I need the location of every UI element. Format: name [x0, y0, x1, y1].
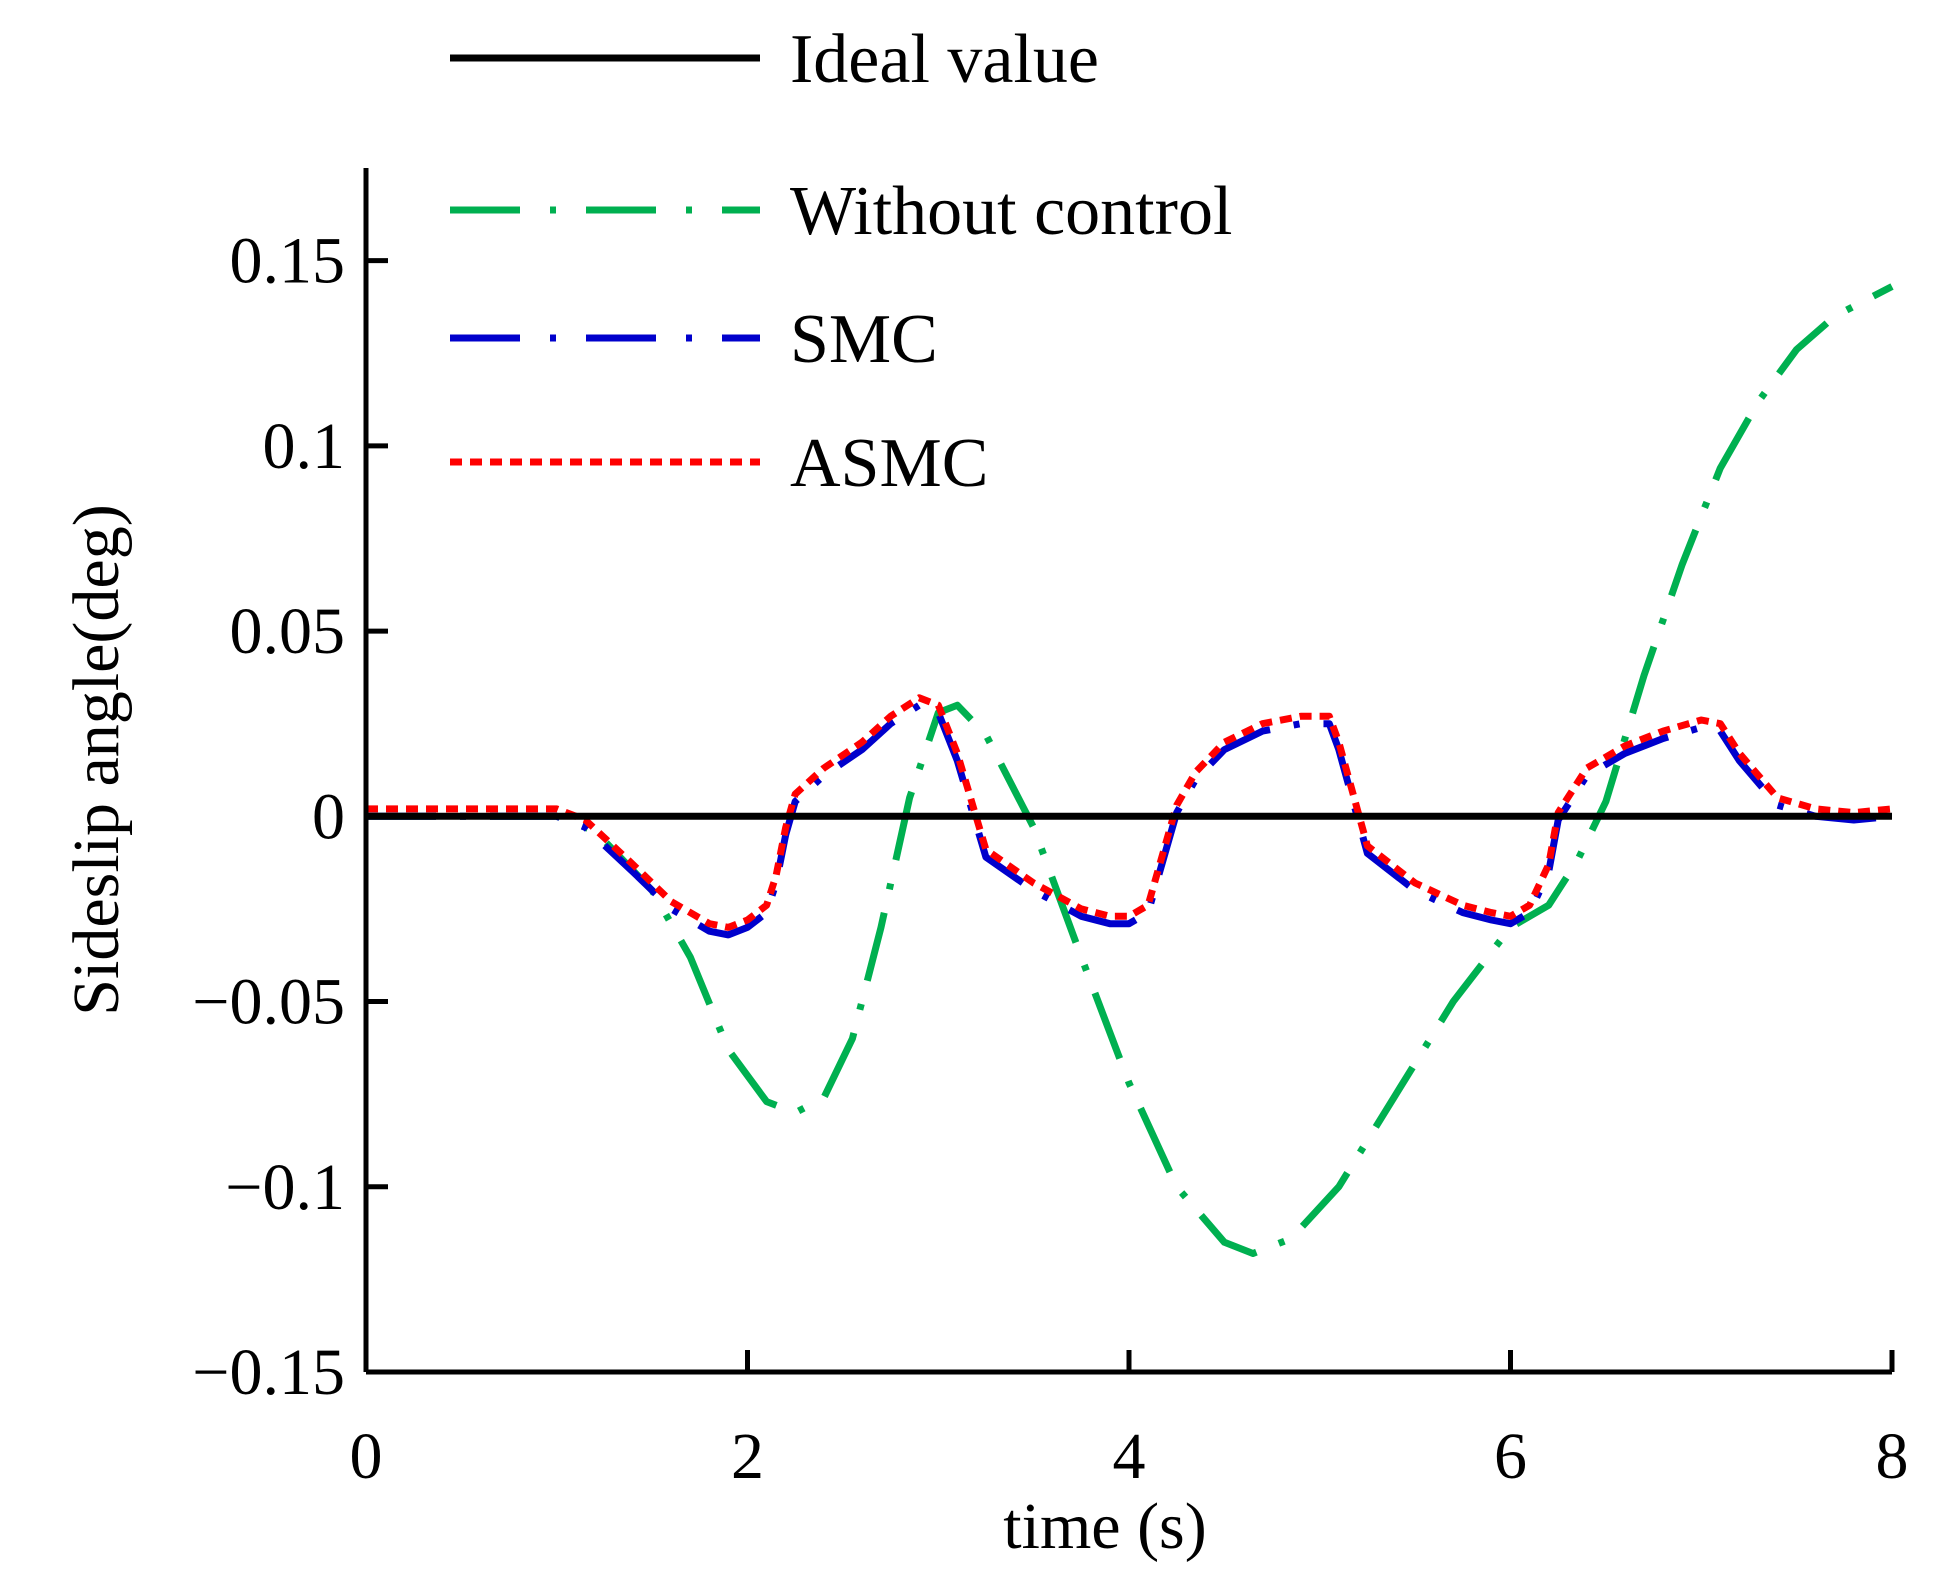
series-line-without-control [366, 283, 1894, 1257]
legend-label: Without control [790, 173, 1232, 250]
legend-label: ASMC [790, 425, 988, 502]
x-axis-label: time (s) [1003, 1490, 1206, 1563]
x-tick-label: 0 [350, 1420, 383, 1493]
legend: Ideal value Without control SMC ASMC [450, 21, 1232, 502]
y-tick-label: 0.15 [230, 225, 346, 298]
x-tick-label: 8 [1876, 1420, 1909, 1493]
x-tick-label: 6 [1494, 1420, 1527, 1493]
y-tick-label: 0.05 [230, 595, 346, 668]
y-tick-label: −0.15 [192, 1336, 345, 1409]
y-tick-label: 0.1 [263, 410, 346, 483]
y-tick-label: −0.1 [225, 1151, 345, 1224]
y-tick-label: −0.05 [192, 966, 345, 1039]
series-line-asmc [366, 694, 1893, 931]
axes-layer [363, 168, 1892, 1375]
series-layer [366, 283, 1894, 1257]
x-tick-label: 2 [731, 1420, 764, 1493]
y-tick-label: 0 [312, 780, 345, 853]
ticks-layer: 0 2 4 6 8 −0.15 −0.1 −0.05 0 0.05 0.1 0.15 [192, 225, 1908, 1493]
series-line-smc [366, 701, 1893, 939]
y-axis-label: Sideslip angle(deg) [60, 504, 133, 1015]
legend-label: Ideal value [790, 21, 1099, 98]
legend-label: SMC [790, 301, 938, 378]
x-tick-label: 4 [1113, 1420, 1146, 1493]
